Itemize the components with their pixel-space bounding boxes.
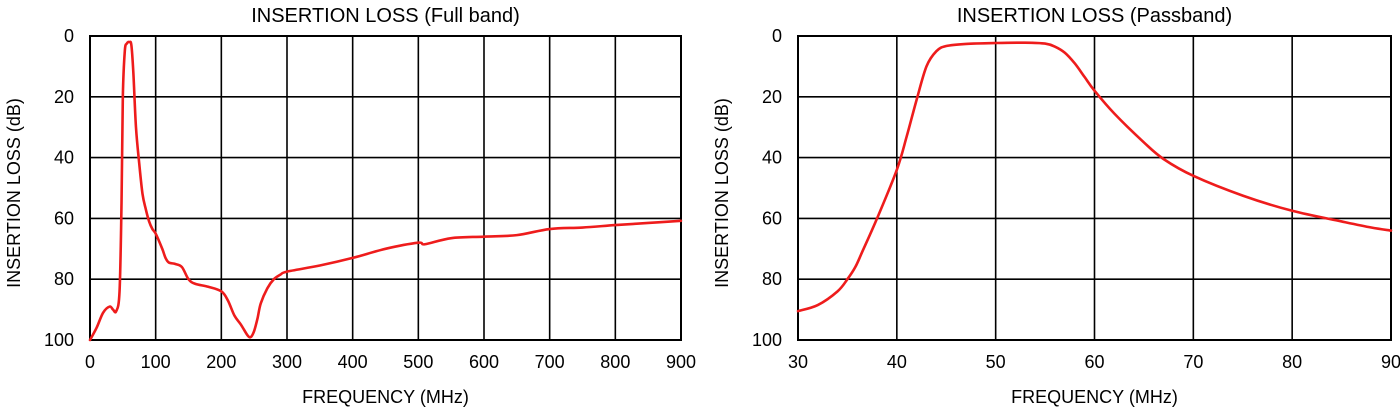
x-tick-label: 50 — [986, 352, 1006, 372]
y-tick-label: 80 — [54, 269, 74, 289]
fullband-chart: 0 100 200 300 400 500 600 700 800 900 0 20 40 60 80 100… — [4, 5, 696, 407]
x-tick-label: 30 — [788, 352, 808, 372]
x-tick-label: 70 — [1183, 352, 1203, 372]
x-axis-label: FREQUENCY (MHz) — [302, 387, 469, 407]
chart-title: INSERTION LOSS (Full band) — [251, 5, 520, 27]
x-tick-label: 40 — [887, 352, 907, 372]
insertion-loss-series-line — [88, 40, 683, 342]
y-tick-label: 40 — [762, 148, 782, 168]
x-tick-label: 400 — [338, 352, 368, 372]
chart-title: INSERTION LOSS (Passband) — [957, 5, 1232, 27]
y-axis-label: INSERTION LOSS (dB) — [4, 98, 24, 288]
y-tick-label: 100 — [44, 330, 74, 350]
y-axis-label: INSERTION LOSS (dB) — [712, 98, 732, 288]
x-tick-label: 500 — [403, 352, 433, 372]
x-tick-label: 100 — [141, 352, 171, 372]
x-tick-label: 300 — [272, 352, 302, 372]
x-tick-label: 80 — [1282, 352, 1302, 372]
x-tick-label: 700 — [535, 352, 565, 372]
y-tick-label: 60 — [54, 208, 74, 228]
x-axis-label: FREQUENCY (MHz) — [1011, 387, 1178, 407]
insertion-loss-series-line — [796, 41, 1393, 313]
y-tick-label: 0 — [772, 26, 782, 46]
plot-frame — [89, 35, 682, 341]
x-tick-label: 900 — [666, 352, 696, 372]
y-tick-label: 0 — [64, 26, 74, 46]
y-tick-label: 20 — [762, 87, 782, 107]
passband-chart: 30 40 50 60 70 80 90 0 20 40 60 80 100 INSERTION LOSS… — [712, 5, 1400, 407]
x-tick-label: 600 — [469, 352, 499, 372]
y-tick-label: 40 — [54, 148, 74, 168]
x-tick-label: 0 — [85, 352, 95, 372]
plot-frame — [797, 35, 1392, 341]
x-tick-label: 90 — [1381, 352, 1400, 372]
x-tick-label: 800 — [600, 352, 630, 372]
y-tick-label: 100 — [752, 330, 782, 350]
x-tick-label: 60 — [1084, 352, 1104, 372]
y-tick-label: 80 — [762, 269, 782, 289]
y-tick-label: 20 — [54, 87, 74, 107]
y-tick-label: 60 — [762, 208, 782, 228]
x-tick-label: 200 — [206, 352, 236, 372]
